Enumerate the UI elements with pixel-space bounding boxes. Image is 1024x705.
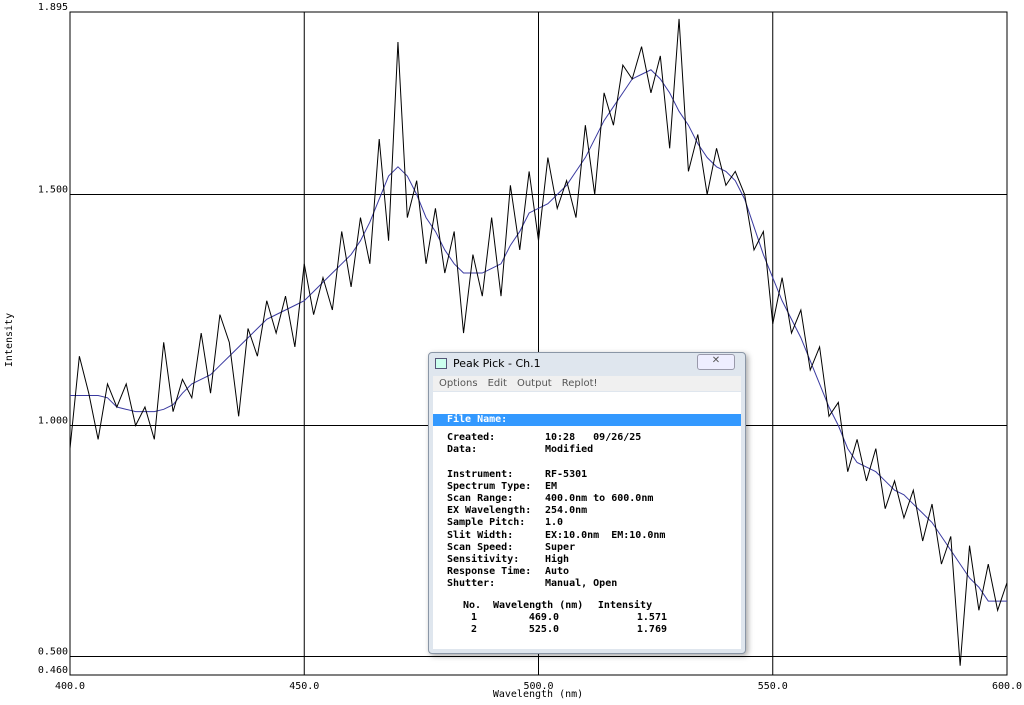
field-value: Modified — [545, 444, 594, 456]
table-cell: 469.0 — [528, 612, 559, 623]
field-label: Response Time: — [447, 566, 532, 578]
menu-item[interactable]: Replot! — [561, 378, 598, 389]
field-value: RF-5301 — [545, 468, 588, 480]
field-row: EX Wavelength: 254.0nm — [447, 505, 587, 517]
field-row: Created: 10:28 09/26/25 — [447, 432, 641, 444]
menu-item[interactable]: Edit — [487, 378, 507, 389]
field-label: Spectrum Type: — [447, 480, 532, 492]
y-axis-label: Intensity — [4, 313, 15, 367]
x-axis-label: Wavelength (nm) — [493, 689, 583, 700]
field-value: 10:28 09/26/25 — [545, 432, 642, 443]
x-tick-label: 550.0 — [758, 681, 788, 692]
y-tick-label: 1.500 — [38, 184, 68, 195]
field-row: Response Time: Auto — [447, 566, 569, 578]
field-label: Instrument: — [447, 468, 514, 480]
peak-pick-dialog: Peak Pick - Ch.1 ✕ Options Edit Output Repl… — [428, 352, 746, 654]
field-row: Shutter: Manual, Open — [447, 578, 617, 590]
table-header: Wavelength (nm) — [493, 600, 584, 611]
y-tick-label: 1.895 — [38, 2, 68, 13]
field-value: High — [545, 554, 570, 565]
x-tick-label: 450.0 — [289, 681, 319, 692]
y-tick-label: 0.460 — [38, 665, 68, 676]
field-label: Slit Width: — [447, 529, 514, 541]
field-row: Instrument: RF-5301 — [447, 468, 587, 481]
series-line — [69, 18, 1008, 666]
field-value: EX:10.0nm EM:10.0nm — [545, 529, 666, 541]
x-tick-label: 500.0 — [523, 681, 553, 692]
field-value: EM — [545, 480, 558, 492]
field-value: 1.0 — [545, 517, 564, 529]
field-row: Scan Range: 400.0nm to 600.0nm — [447, 493, 653, 505]
field-label: Shutter: — [447, 578, 496, 590]
field-value: Super — [545, 541, 576, 553]
field-label: Data: — [447, 444, 478, 456]
table-cell: 2 — [470, 624, 477, 635]
field-row: Spectrum Type: EM — [447, 480, 557, 493]
field-row: Data: Modified — [447, 444, 593, 456]
field-row: Scan Speed: Super — [447, 541, 575, 554]
table-cell: 525.0 — [528, 624, 559, 635]
field-label: Sensitivity: — [447, 554, 520, 565]
x-tick-label: 600.0 — [992, 681, 1022, 692]
y-tick-label: 0.500 — [38, 647, 68, 658]
x-tick-label: 400.0 — [55, 681, 85, 692]
table-header: Intensity — [597, 600, 653, 611]
series-line — [70, 69, 1007, 602]
field-value: Manual, Open — [545, 578, 618, 590]
field-label: Created: — [447, 432, 496, 443]
menu-item[interactable]: Options — [439, 378, 478, 389]
field-row: Sensitivity: High — [447, 554, 569, 566]
close-button[interactable]: ✕ — [697, 354, 735, 370]
menu-bar: Options Edit Output Replot! — [433, 376, 741, 391]
dialog-body: File Name: Created: 10:28 09/26/25 Data: Mo… — [433, 392, 741, 649]
menu-item[interactable]: Output — [516, 378, 552, 389]
table-cell: 1.769 — [636, 624, 667, 635]
table-cell: 1.571 — [636, 612, 667, 623]
dialog-title: Peak Pick - Ch.1 — [453, 357, 541, 370]
window-icon — [435, 358, 447, 369]
field-value: Auto — [545, 566, 570, 578]
table-header: No. — [462, 600, 481, 611]
field-value: 400.0nm to 600.0nm — [545, 493, 654, 504]
field-row: Sample Pitch: 1.0 — [447, 517, 563, 529]
field-label: EX Wavelength: — [447, 505, 532, 517]
field-row: Slit Width: EX:10.0nm EM:10.0nm — [447, 529, 665, 542]
field-label: Scan Speed: — [447, 541, 514, 553]
field-label: Scan Range: — [447, 493, 514, 504]
table-cell: 1 — [470, 612, 477, 623]
field-label: Sample Pitch: — [447, 517, 526, 529]
y-tick-label: 1.000 — [38, 416, 68, 427]
file-name: File Name: — [433, 414, 741, 426]
field-value: 254.0nm — [545, 505, 588, 517]
